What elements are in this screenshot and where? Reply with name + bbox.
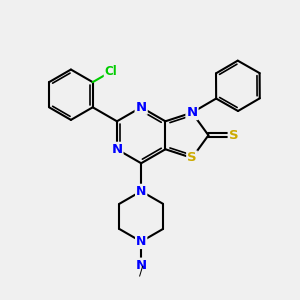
Text: N: N [136,185,146,198]
Text: N: N [111,143,122,156]
Text: N: N [136,235,146,248]
Text: /: / [139,264,143,277]
Text: S: S [187,152,197,164]
Text: S: S [229,129,238,142]
Text: N: N [186,106,198,119]
Text: N: N [136,101,147,114]
Text: N: N [136,259,147,272]
Text: Cl: Cl [105,65,118,78]
